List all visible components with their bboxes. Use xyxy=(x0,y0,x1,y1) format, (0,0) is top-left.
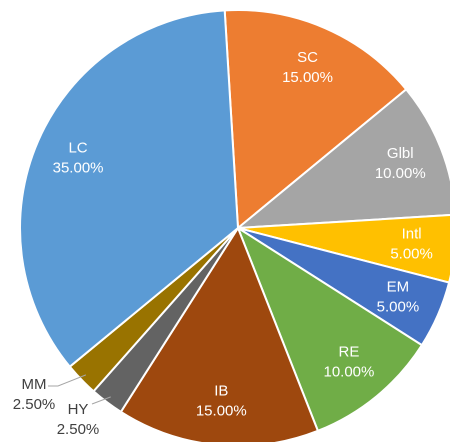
slice-name: HY xyxy=(68,401,89,418)
pie-slice xyxy=(234,87,450,230)
slice-value-label: 2.50% xyxy=(13,396,56,413)
slice-name: SC xyxy=(297,49,318,66)
slice-value-label: 10.00% xyxy=(323,364,374,381)
slice-name: MM xyxy=(22,376,47,393)
slice-name: RE xyxy=(339,344,360,361)
slice-value-label: 10.00% xyxy=(375,165,426,182)
pie-slice xyxy=(223,9,408,231)
slice-value-label: 5.00% xyxy=(377,299,420,316)
leader-line xyxy=(48,374,87,387)
slice-name: Glbl xyxy=(387,145,414,162)
pie-slice xyxy=(19,9,240,369)
slice-value-label: 2.50% xyxy=(57,421,100,438)
slice-name: EM xyxy=(387,279,410,296)
slice-name: Intl xyxy=(402,226,422,243)
slice-value-label: 35.00% xyxy=(53,159,104,176)
pie-slice xyxy=(119,225,320,442)
slice-value-label: 5.00% xyxy=(390,246,433,263)
slice-value-label: 15.00% xyxy=(196,403,247,420)
leader-line xyxy=(91,396,111,405)
slice-value-label: 15.00% xyxy=(282,69,333,86)
slice-name: LC xyxy=(68,139,87,156)
slice-name: IB xyxy=(214,383,228,400)
pie-slice xyxy=(235,225,424,433)
